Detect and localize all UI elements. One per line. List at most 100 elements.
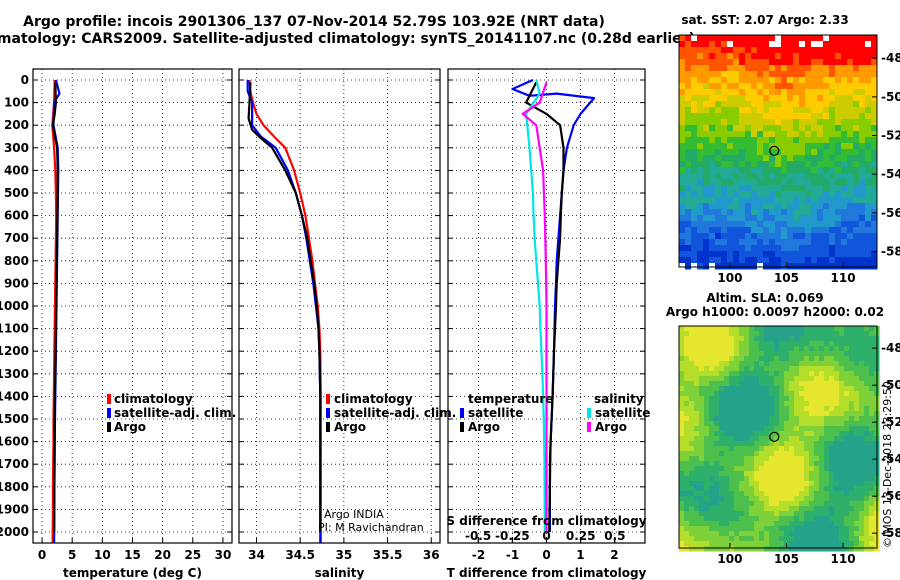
heatmap-cell (834, 391, 840, 397)
heatmap-cell (841, 53, 848, 60)
heatmap-cell (823, 101, 830, 108)
x-axis-label: T difference from climatology (447, 566, 647, 580)
heatmap-cell (811, 179, 818, 186)
heatmap-cell (859, 436, 865, 442)
heatmap-cell (824, 426, 830, 432)
y-tick-label: 400 (4, 163, 29, 177)
heatmap-cell (871, 245, 878, 252)
heatmap-cell (823, 35, 830, 42)
heatmap-cell (714, 476, 720, 482)
heatmap-cell (841, 77, 848, 84)
heatmap-cell (769, 167, 776, 174)
heatmap-cell (865, 239, 872, 246)
heatmap-cell (849, 401, 855, 407)
heatmap-cell (775, 215, 782, 222)
heatmap-cell (844, 446, 850, 452)
heatmap-cell (749, 486, 755, 492)
heatmap-cell (684, 486, 690, 492)
heatmap-cell (799, 456, 805, 462)
heatmap-cell (754, 496, 760, 502)
legend-swatch-sal-argo (587, 422, 591, 432)
heatmap-cell (694, 496, 700, 502)
heatmap-cell (824, 526, 830, 532)
heatmap-cell (834, 446, 840, 452)
heatmap-cell (789, 381, 795, 387)
heatmap-cell (859, 361, 865, 367)
heatmap-cell (754, 396, 760, 402)
heatmap-cell (824, 481, 830, 487)
heatmap-cell (739, 336, 745, 342)
heatmap-cell (684, 376, 690, 382)
heatmap-cell (847, 119, 854, 126)
heatmap-cell (769, 401, 775, 407)
heatmap-cell (811, 239, 818, 246)
heatmap-cell (847, 155, 854, 162)
heatmap-cell (824, 346, 830, 352)
legend-argo: Argo (114, 420, 146, 434)
heatmap-cell (749, 411, 755, 417)
heatmap-cell (715, 161, 722, 168)
heatmap-cell (754, 446, 760, 452)
heatmap-cell (714, 521, 720, 527)
heatmap-cell (733, 263, 740, 270)
heatmap-cell (817, 197, 824, 204)
heatmap-cell (757, 137, 764, 144)
heatmap-cell (685, 209, 692, 216)
heatmap-cell (829, 173, 836, 180)
heatmap-cell (689, 536, 695, 542)
heatmap-cell (839, 411, 845, 417)
heatmap-cell (763, 41, 770, 48)
heatmap-cell (719, 386, 725, 392)
heatmap-cell (859, 41, 866, 48)
heatmap-cell (704, 376, 710, 382)
heatmap-cell (729, 326, 735, 332)
heatmap-cell (859, 486, 865, 492)
heatmap-cell (764, 471, 770, 477)
heatmap-cell (685, 161, 692, 168)
heatmap-cell (853, 203, 860, 210)
heatmap-cell (805, 257, 812, 264)
heatmap-cell (849, 426, 855, 432)
heatmap-cell (844, 356, 850, 362)
heatmap-cell (859, 221, 866, 228)
heatmap-cell (823, 47, 830, 54)
heatmap-cell (814, 491, 820, 497)
heatmap-cell (805, 59, 812, 66)
heatmap-cell (775, 257, 782, 264)
heatmap-cell (859, 119, 866, 126)
heatmap-cell (774, 396, 780, 402)
heatmap-cell (865, 149, 872, 156)
heatmap-cell (853, 149, 860, 156)
heatmap-cell (781, 233, 788, 240)
heatmap-cell (847, 167, 854, 174)
heatmap-cell (703, 227, 710, 234)
heatmap-cell (689, 366, 695, 372)
heatmap-cell (844, 451, 850, 457)
heatmap-cell (769, 481, 775, 487)
heatmap-cell (763, 131, 770, 138)
heatmap-cell (805, 185, 812, 192)
heatmap-cell (819, 371, 825, 377)
heatmap-cell (733, 173, 740, 180)
heatmap-cell (787, 41, 794, 48)
heatmap-cell (704, 406, 710, 412)
heatmap-cell (734, 466, 740, 472)
heatmap-cell (864, 351, 870, 357)
heatmap-cell (834, 376, 840, 382)
heatmap-cell (679, 137, 686, 144)
heatmap-cell (839, 371, 845, 377)
heatmap-cell (805, 83, 812, 90)
heatmap-cell (709, 391, 715, 397)
heatmap-cell (835, 119, 842, 126)
heatmap-cell (814, 456, 820, 462)
heatmap-cell (814, 451, 820, 457)
heatmap-cell (819, 481, 825, 487)
heatmap-cell (721, 221, 728, 228)
heatmap-cell (829, 351, 835, 357)
heatmap-cell (724, 336, 730, 342)
heatmap-cell (769, 356, 775, 362)
heatmap-cell (854, 501, 860, 507)
heatmap-cell (817, 125, 824, 132)
heatmap-cell (685, 173, 692, 180)
x-tick-label: 25 (184, 548, 201, 562)
